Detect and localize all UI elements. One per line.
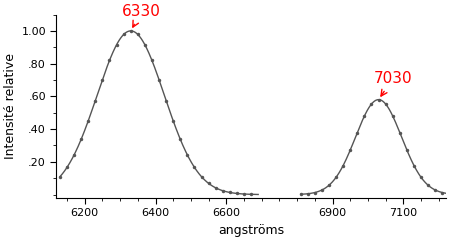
X-axis label: angströms: angströms <box>218 224 284 237</box>
Text: 7030: 7030 <box>374 71 412 96</box>
Text: 6330: 6330 <box>122 4 161 27</box>
Y-axis label: Intensité relative: Intensité relative <box>4 53 17 159</box>
